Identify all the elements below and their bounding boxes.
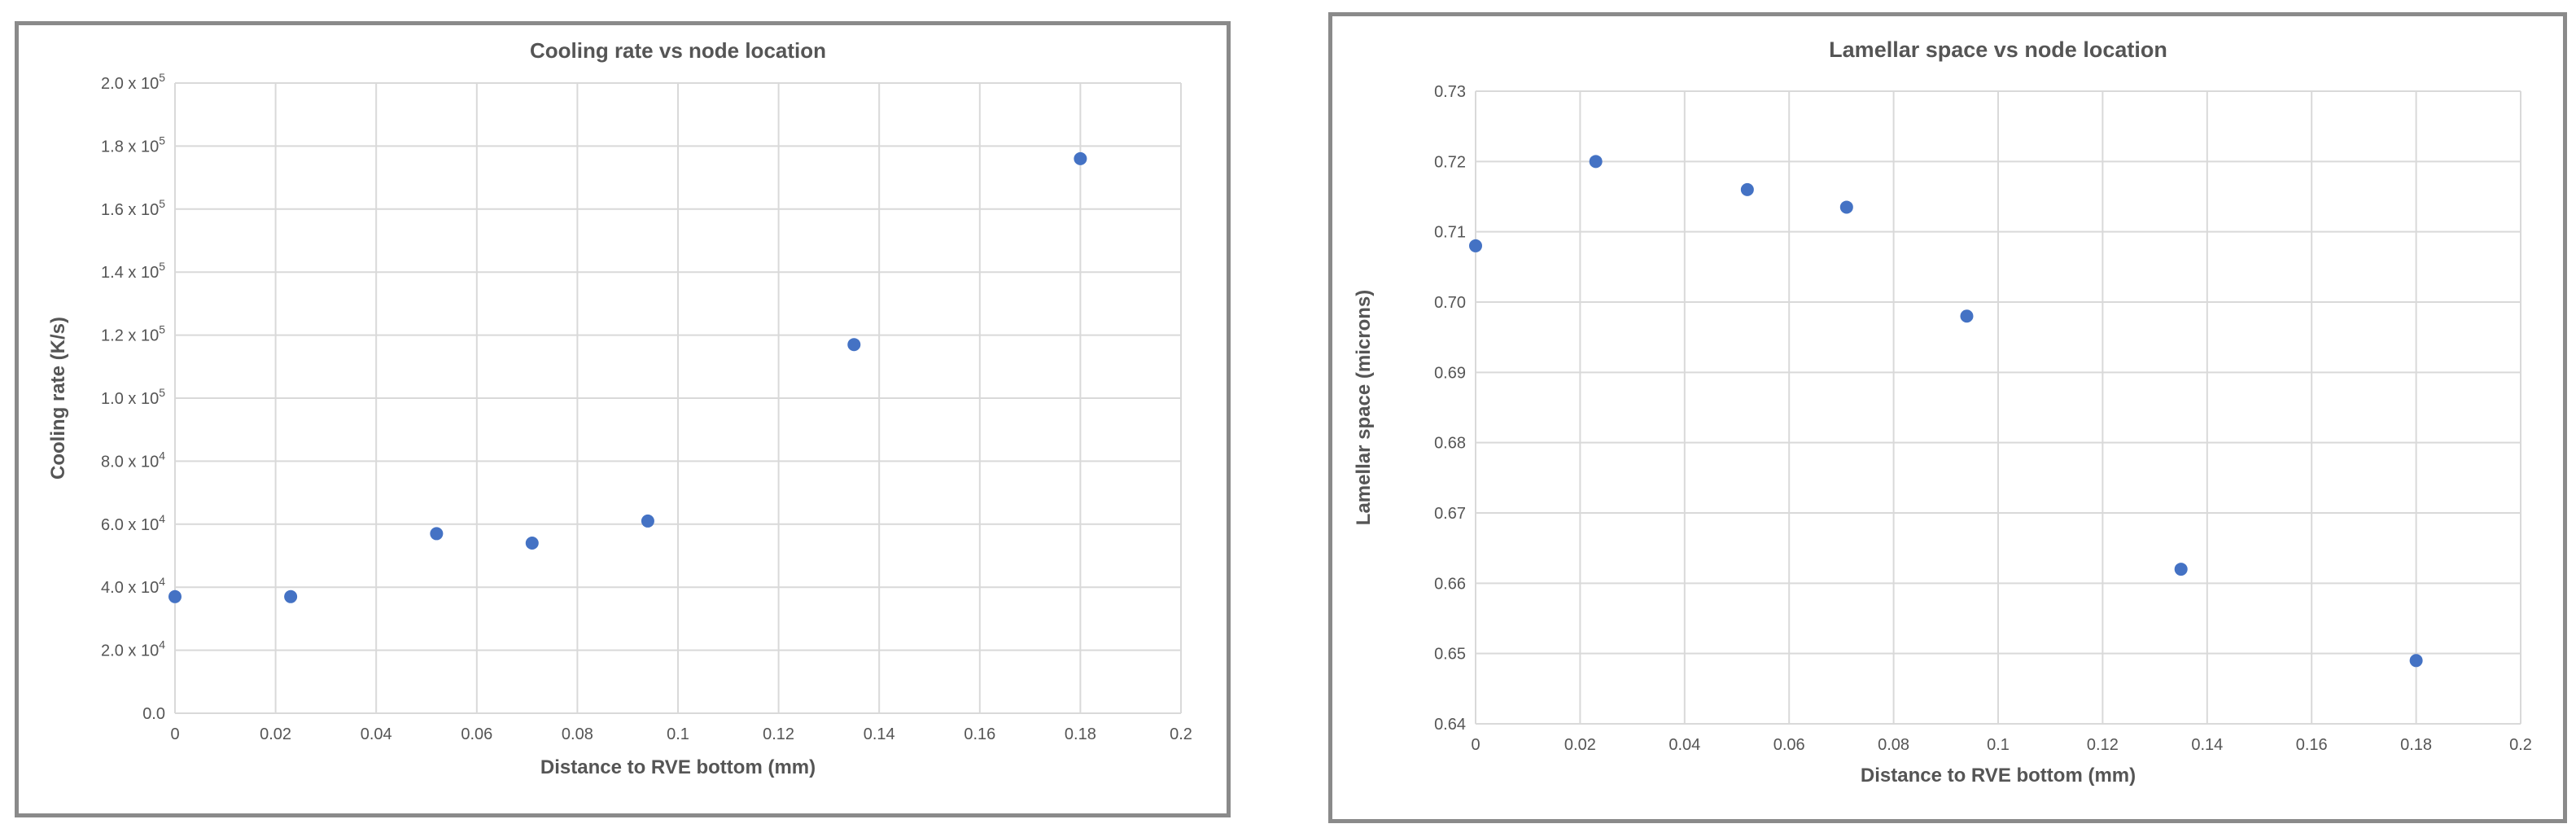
y-tick-label: 8.0 x 104 (101, 449, 165, 471)
y-tick-label: 0.66 (1434, 575, 1466, 593)
x-tick-label: 0.2 (2509, 736, 2532, 754)
y-tick-label: 2.0 x 105 (101, 71, 165, 93)
lamellar-space-chart-panel: Lamellar space vs node location 0 0.02 0.04… (1328, 12, 2567, 823)
y-tick-label: 4.0 x 104 (101, 575, 165, 597)
y-tick-label: 1.6 x 105 (101, 197, 165, 219)
lamellar-space-chart: Lamellar space vs node location 0 0.02 0.04… (1353, 37, 2532, 787)
data-point (430, 527, 444, 541)
y-tick-label: 0.65 (1434, 646, 1466, 664)
y-tick-label: 0.67 (1434, 505, 1466, 523)
x-tick-label: 0.18 (1065, 725, 1096, 743)
x-tick-label: 0.04 (1668, 736, 1700, 754)
data-point (1740, 182, 1754, 196)
y-tick-label: 1.2 x 105 (101, 323, 165, 345)
x-tick-label: 0.14 (864, 725, 895, 743)
cooling-rate-chart: Cooling rate vs node location 0 0.02 0.04 0.… (47, 38, 1192, 778)
x-tick-label: 0.18 (2400, 736, 2432, 754)
chart-title: Lamellar space vs node location (1829, 37, 2167, 62)
data-point (1074, 151, 1087, 165)
y-tick-label: 0.73 (1434, 83, 1466, 101)
x-axis-title: Distance to RVE bottom (mm) (540, 756, 816, 778)
data-point (641, 514, 654, 528)
cooling-rate-chart-panel: Cooling rate vs node location 0 0.02 0.04 0.… (15, 21, 1231, 817)
x-tick-label: 0.12 (2087, 736, 2119, 754)
x-tick-label: 0.06 (1773, 736, 1805, 754)
x-tick-label: 0.14 (2191, 736, 2223, 754)
data-point (1839, 200, 1853, 214)
y-axis-title: Cooling rate (K/s) (47, 317, 69, 480)
y-tick-label: 1.0 x 105 (101, 386, 165, 408)
x-tick-label: 0.02 (1564, 736, 1596, 754)
x-tick-label: 0.1 (667, 725, 689, 743)
data-point (2174, 563, 2188, 576)
chart-title: Cooling rate vs node location (530, 38, 826, 63)
x-tick-label: 0.08 (1878, 736, 1909, 754)
y-tick-label: 0.69 (1434, 364, 1466, 382)
x-tick-label: 0.2 (1170, 725, 1192, 743)
y-tick-label: 0.64 (1434, 716, 1466, 734)
x-tick-label: 0.06 (461, 725, 492, 743)
x-tick-label: 0.12 (763, 725, 794, 743)
data-point (1589, 155, 1603, 169)
x-axis-title: Distance to RVE bottom (mm) (1861, 765, 2136, 787)
y-tick-label: 0.0 (142, 705, 165, 723)
y-tick-label: 0.72 (1434, 153, 1466, 171)
x-tick-label: 0.16 (964, 725, 995, 743)
data-point (847, 338, 861, 352)
data-point (168, 589, 182, 603)
y-tick-label: 2.0 x 104 (101, 638, 165, 660)
x-tick-label: 0 (170, 725, 179, 743)
x-tick-label: 0.04 (361, 725, 392, 743)
data-point (1469, 239, 1482, 252)
y-tick-label: 1.8 x 105 (101, 134, 165, 156)
x-tick-label: 0.02 (260, 725, 291, 743)
data-point (1960, 309, 1974, 323)
y-tick-label: 0.68 (1434, 435, 1466, 453)
y-axis-title: Lamellar space (microns) (1353, 290, 1375, 525)
data-point (525, 537, 539, 550)
y-tick-label: 6.0 x 104 (101, 512, 165, 534)
data-point (2409, 654, 2423, 668)
y-tick-label: 1.4 x 105 (101, 260, 165, 282)
x-tick-label: 0.08 (562, 725, 593, 743)
x-tick-label: 0.1 (1987, 736, 2010, 754)
data-point (284, 589, 298, 603)
x-tick-label: 0.16 (2296, 736, 2328, 754)
y-tick-label: 0.71 (1434, 224, 1466, 242)
x-tick-label: 0 (1471, 736, 1480, 754)
y-tick-label: 0.70 (1434, 294, 1466, 312)
